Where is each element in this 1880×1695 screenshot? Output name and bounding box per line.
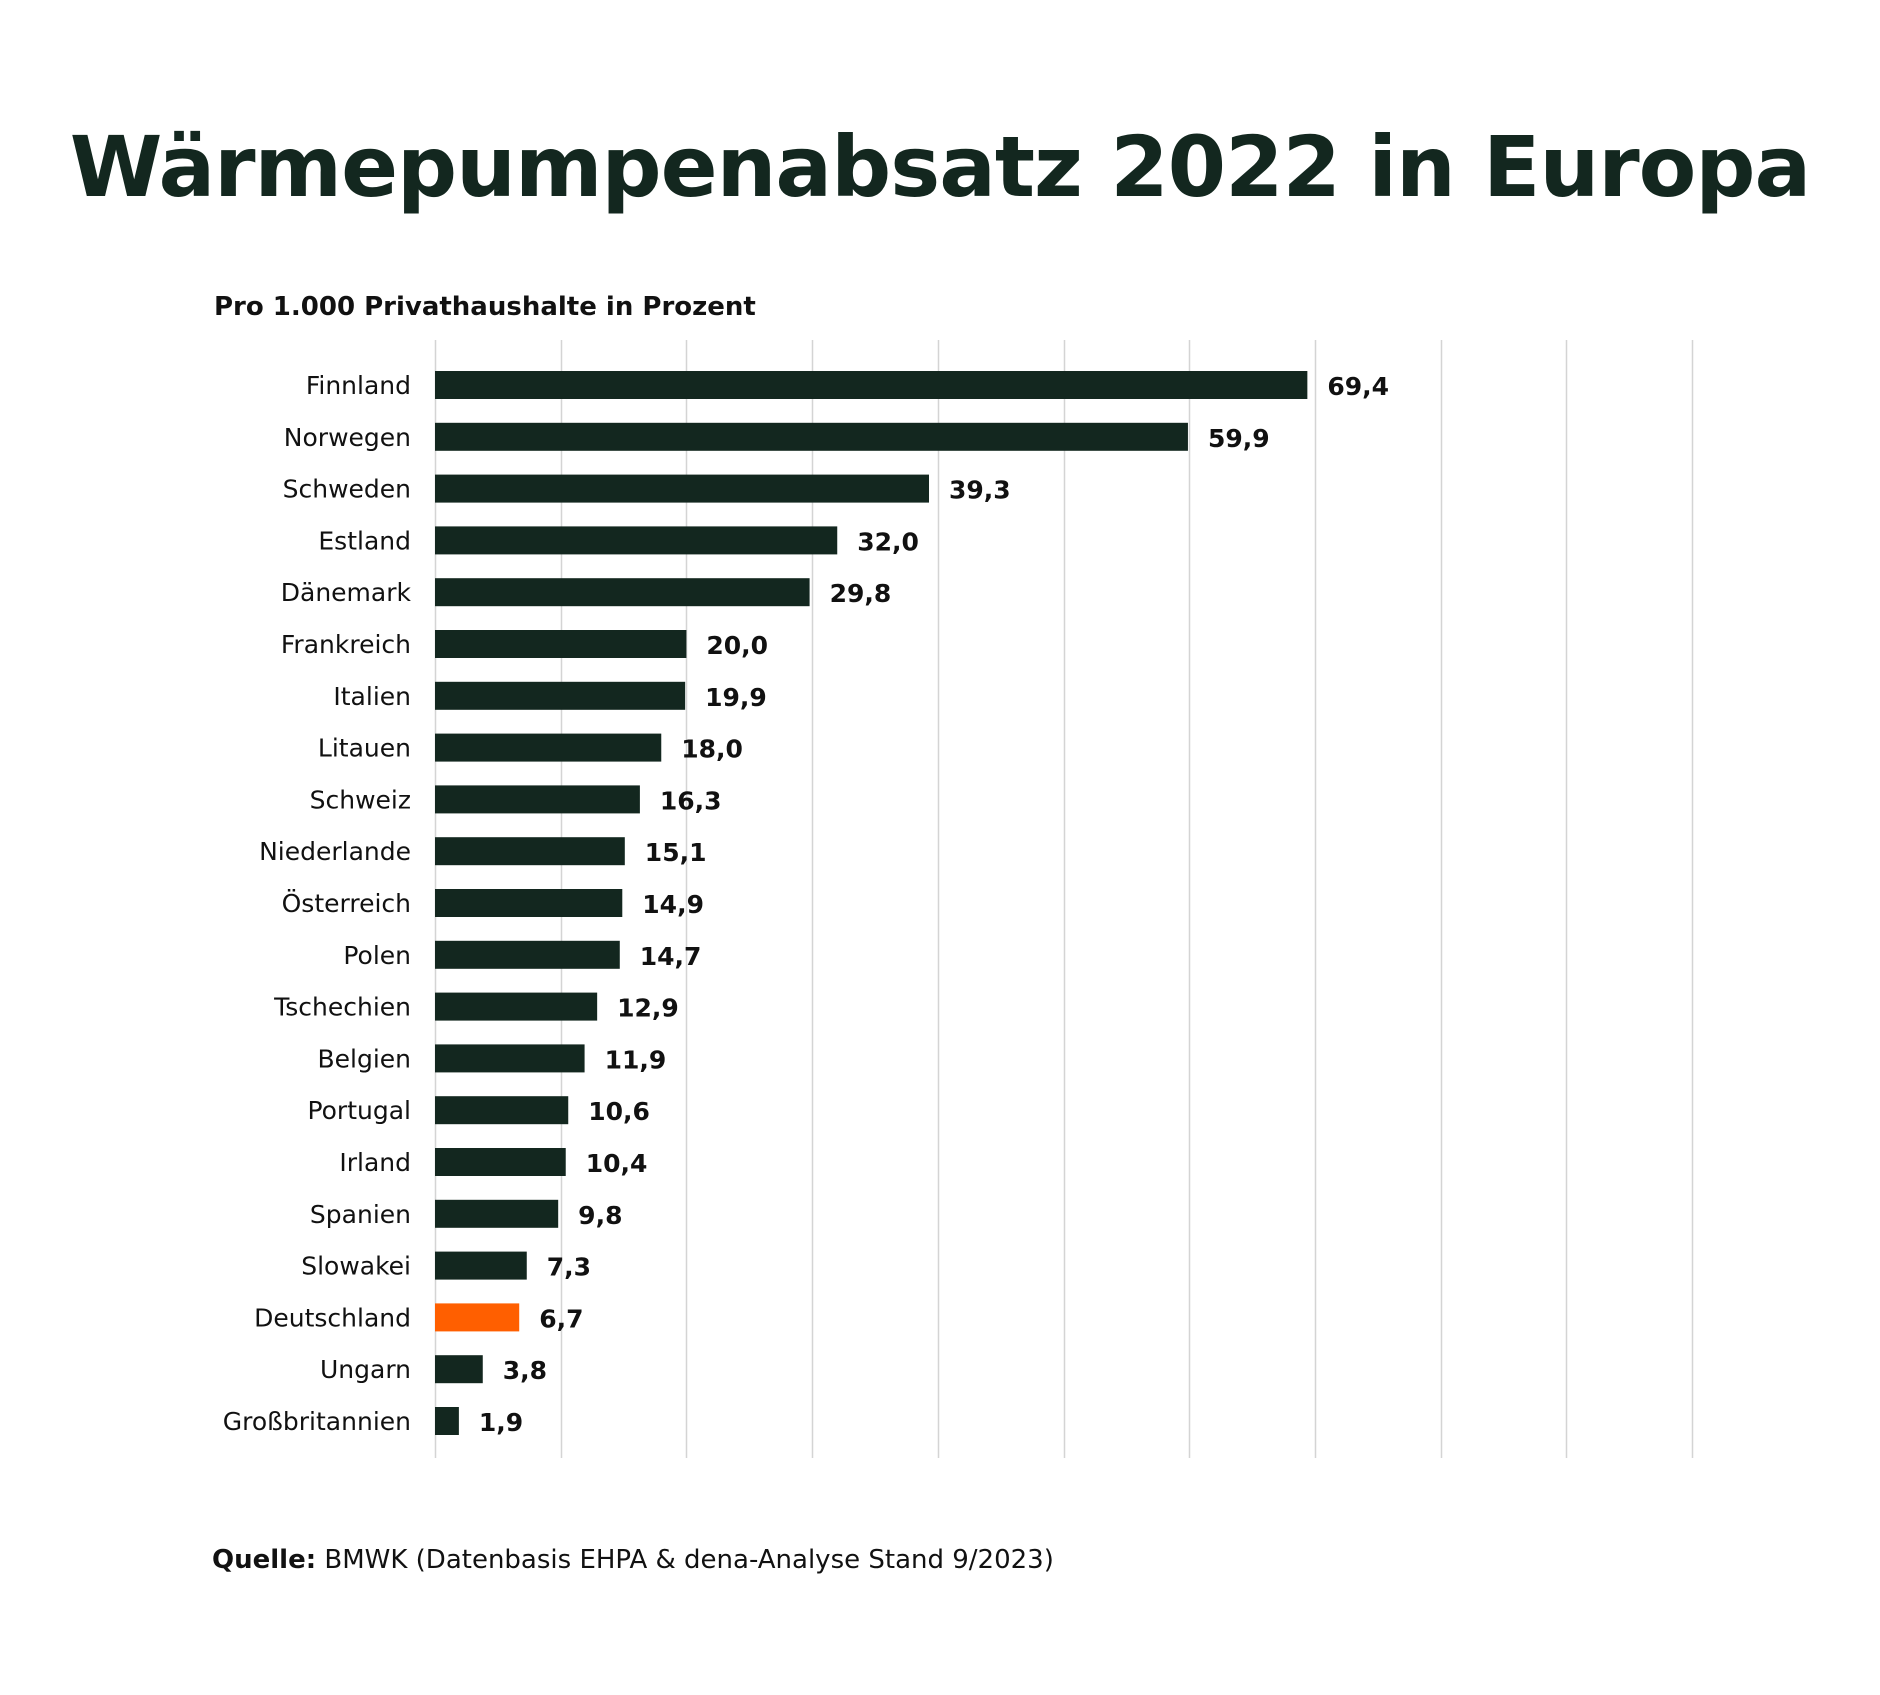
- bar-schweden: [435, 474, 930, 503]
- value-label-deutschland: 6,7: [539, 1304, 583, 1333]
- category-label-portugal: Portugal: [307, 1096, 411, 1125]
- category-label-deutschland: Deutschland: [254, 1303, 411, 1332]
- category-label-finnland: Finnland: [306, 371, 411, 400]
- source-note: Quelle: BMWK (Datenbasis EHPA & dena-Ana…: [212, 1543, 1054, 1577]
- bar-grossbritannien: [435, 1407, 459, 1435]
- bar-portugal: [435, 1096, 569, 1125]
- bar-norwegen: [435, 422, 1188, 451]
- value-label-oesterreich: 14,9: [642, 890, 704, 919]
- bar-litauen: [435, 733, 662, 762]
- bar-oesterreich: [435, 889, 623, 917]
- value-label-finnland: 69,4: [1327, 372, 1389, 401]
- chart-title: Wärmepumpenabsatz 2022 in Europa: [69, 118, 1811, 216]
- value-label-slowakei: 7,3: [547, 1253, 591, 1282]
- chart-subtitle: Pro 1.000 Privathaushalte in Prozent: [214, 292, 756, 322]
- gridlines: [434, 340, 1694, 1458]
- value-label-spanien: 9,8: [578, 1201, 622, 1230]
- bar-ungarn: [435, 1355, 483, 1384]
- value-label-italien: 19,9: [705, 683, 767, 712]
- category-label-italien: Italien: [333, 682, 411, 711]
- category-label-litauen: Litauen: [318, 734, 411, 763]
- category-label-niederlande: Niederlande: [259, 837, 411, 866]
- category-label-oesterreich: Österreich: [282, 889, 411, 918]
- source-label: Quelle:: [212, 1545, 317, 1575]
- value-label-polen: 14,7: [640, 942, 702, 971]
- category-label-slowakei: Slowakei: [301, 1252, 411, 1281]
- category-label-schweden: Schweden: [283, 475, 411, 504]
- value-label-portugal: 10,6: [588, 1097, 650, 1126]
- bar-estland: [435, 526, 838, 555]
- bar-slowakei: [435, 1251, 527, 1280]
- source-text: BMWK (Datenbasis EHPA & dena-Analyse Sta…: [324, 1545, 1054, 1575]
- bar-schweiz: [435, 785, 640, 814]
- value-label-belgien: 11,9: [605, 1045, 667, 1074]
- category-label-frankreich: Frankreich: [281, 630, 411, 659]
- labels: Finnland 69,4 Norwegen 59,9 Schweden 39,3 Estl…: [223, 371, 1389, 1437]
- bars: [435, 371, 1308, 1435]
- bar-niederlande: [435, 837, 625, 866]
- bar-finnland: [435, 371, 1308, 399]
- value-label-ungarn: 3,8: [503, 1356, 547, 1385]
- bar-italien: [435, 681, 686, 710]
- bar-polen: [435, 940, 620, 969]
- category-label-estland: Estland: [318, 526, 411, 555]
- bar-tschechien: [435, 992, 598, 1021]
- bar-irland: [435, 1148, 566, 1176]
- bar-daenemark: [435, 578, 810, 607]
- category-label-tschechien: Tschechien: [273, 993, 411, 1022]
- value-label-grossbritannien: 1,9: [479, 1408, 523, 1437]
- value-label-niederlande: 15,1: [645, 838, 707, 867]
- category-label-norwegen: Norwegen: [284, 423, 411, 452]
- category-label-spanien: Spanien: [310, 1200, 411, 1229]
- category-label-daenemark: Dänemark: [281, 578, 412, 607]
- category-label-schweiz: Schweiz: [310, 785, 411, 814]
- value-label-irland: 10,4: [586, 1149, 648, 1178]
- category-label-grossbritannien: Großbritannien: [223, 1407, 411, 1436]
- bar-deutschland: [435, 1303, 520, 1332]
- bar-frankreich: [435, 630, 687, 658]
- value-label-schweiz: 16,3: [660, 786, 722, 815]
- value-label-litauen: 18,0: [681, 735, 743, 764]
- value-label-schweden: 39,3: [949, 476, 1011, 505]
- value-label-frankreich: 20,0: [706, 631, 768, 660]
- bar-spanien: [435, 1199, 559, 1228]
- category-label-belgien: Belgien: [317, 1044, 411, 1073]
- category-label-polen: Polen: [343, 941, 411, 970]
- bar-belgien: [435, 1044, 585, 1073]
- value-label-estland: 32,0: [857, 527, 919, 556]
- category-label-irland: Irland: [339, 1148, 411, 1177]
- value-label-daenemark: 29,8: [830, 579, 892, 608]
- value-label-tschechien: 12,9: [617, 994, 679, 1023]
- category-label-ungarn: Ungarn: [320, 1355, 411, 1384]
- value-label-norwegen: 59,9: [1208, 424, 1270, 453]
